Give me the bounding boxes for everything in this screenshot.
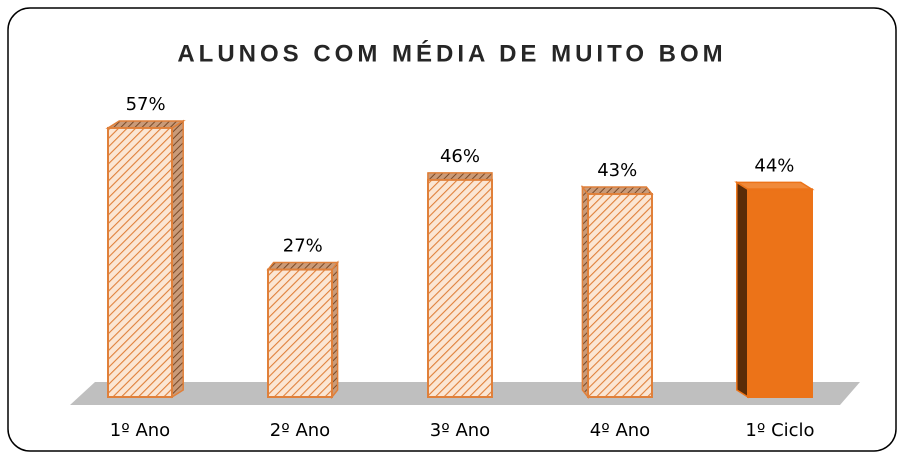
x-tick-label: 1º Ciclo — [745, 420, 814, 441]
x-tick-label: 1º Ano — [110, 420, 170, 441]
bar-top — [580, 186, 654, 195]
x-tick-label: 2º Ano — [270, 420, 330, 441]
chart-title: ALUNOS COM MÉDIA DE MUITO BOM — [177, 39, 726, 67]
bar — [747, 188, 813, 398]
bar — [107, 126, 173, 399]
bar — [427, 178, 493, 398]
x-tick-label: 4º Ano — [590, 420, 650, 441]
x-tick-label: 3º Ano — [430, 420, 490, 441]
bar-top — [427, 172, 493, 181]
data-label: 46% — [440, 146, 480, 167]
bar-side — [736, 180, 749, 399]
bar — [267, 268, 333, 398]
bar-side — [171, 119, 184, 399]
data-label: 57% — [126, 94, 166, 115]
bar-top — [266, 261, 340, 271]
bar — [587, 193, 653, 398]
data-label: 44% — [754, 155, 794, 176]
bar-top — [105, 120, 186, 129]
data-label: 27% — [283, 236, 323, 257]
bar-top — [734, 181, 815, 191]
data-label: 43% — [597, 160, 637, 181]
